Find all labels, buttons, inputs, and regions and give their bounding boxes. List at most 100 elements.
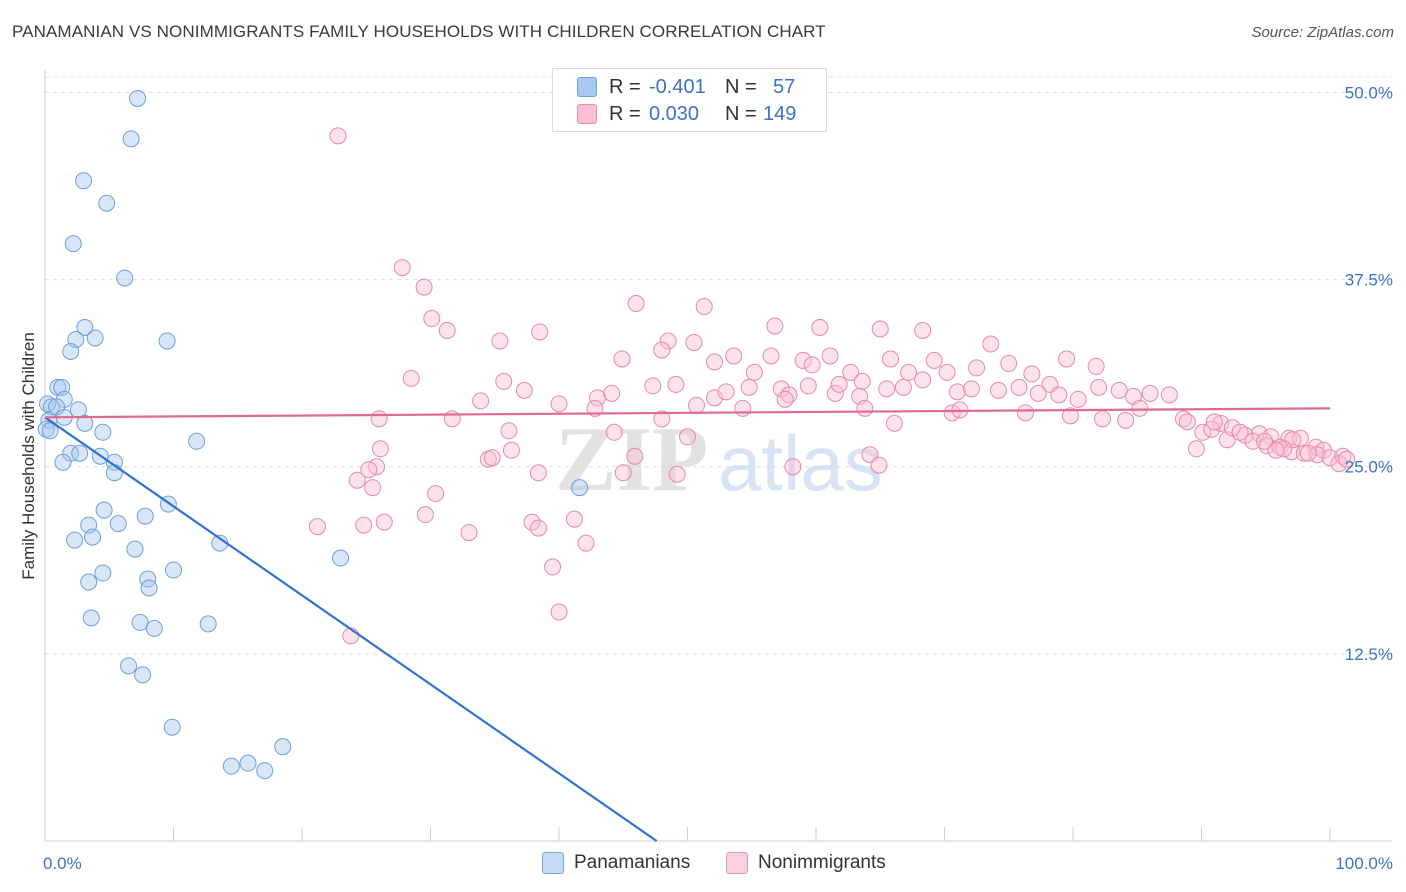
- legend-n-label: N =: [725, 75, 757, 98]
- legend-row-panamanians: R = -0.401 N = 57: [577, 75, 795, 99]
- point-nonimmigrants: [1110, 381, 1128, 399]
- point-nonimmigrants: [766, 317, 784, 335]
- point-nonimmigrants: [885, 414, 903, 432]
- point-panamanians: [199, 615, 217, 633]
- point-nonimmigrants: [659, 332, 677, 350]
- point-nonimmigrants: [717, 383, 735, 401]
- point-nonimmigrants: [653, 341, 671, 359]
- legend-label-panamanians: Panamanians: [574, 852, 691, 873]
- point-panamanians: [126, 540, 144, 558]
- point-nonimmigrants: [821, 347, 839, 365]
- point-panamanians: [95, 501, 113, 519]
- point-nonimmigrants: [653, 410, 671, 428]
- point-panamanians: [71, 444, 89, 462]
- point-nonimmigrants: [1016, 404, 1034, 422]
- point-nonimmigrants: [668, 465, 686, 483]
- point-nonimmigrants: [529, 464, 547, 482]
- point-nonimmigrants: [794, 351, 812, 369]
- point-panamanians: [274, 738, 292, 756]
- point-nonimmigrants: [762, 347, 780, 365]
- point-nonimmigrants: [1231, 423, 1249, 441]
- point-nonimmigrants: [627, 295, 645, 313]
- point-panamanians: [131, 613, 149, 631]
- point-panamanians: [84, 528, 102, 546]
- correlation-legend: R = -0.401 N = 57 R = 0.030 N = 149: [552, 68, 827, 132]
- point-nonimmigrants: [370, 410, 388, 428]
- point-nonimmigrants: [679, 428, 696, 446]
- x-tick-label: 0.0%: [43, 854, 82, 873]
- tick-labels: 12.5% 25.0% 37.5% 50.0% 0.0% 100.0%: [43, 83, 1393, 873]
- point-nonimmigrants: [948, 383, 966, 401]
- point-nonimmigrants: [878, 380, 896, 398]
- point-nonimmigrants: [1117, 411, 1135, 429]
- point-nonimmigrants: [402, 369, 420, 387]
- legend-row-nonimmigrants: R = 0.030 N = 149: [577, 102, 796, 126]
- point-panamanians: [134, 666, 152, 684]
- point-nonimmigrants: [1050, 386, 1068, 404]
- point-nonimmigrants: [550, 395, 568, 413]
- trend-line-panamanians: [44, 416, 658, 842]
- point-nonimmigrants: [491, 332, 509, 350]
- point-nonimmigrants: [1178, 413, 1196, 431]
- point-nonimmigrants: [495, 372, 513, 390]
- point-nonimmigrants: [393, 259, 411, 277]
- point-nonimmigrants: [523, 513, 541, 531]
- point-nonimmigrants: [1308, 446, 1326, 464]
- point-nonimmigrants: [375, 513, 393, 531]
- point-nonimmigrants: [427, 485, 445, 503]
- x-tick-label: 100.0%: [1335, 854, 1393, 873]
- point-panamanians: [41, 422, 59, 440]
- legend-n-label: N =: [725, 102, 757, 125]
- point-nonimmigrants: [443, 410, 461, 428]
- chart-title: PANAMANIAN VS NONIMMIGRANTS FAMILY HOUSE…: [12, 22, 826, 41]
- data-points: [37, 89, 1356, 780]
- point-nonimmigrants: [826, 384, 844, 402]
- point-nonimmigrants: [472, 392, 490, 410]
- point-panamanians: [165, 561, 182, 579]
- point-panamanians: [86, 329, 104, 347]
- point-nonimmigrants: [577, 534, 595, 552]
- point-panamanians: [239, 754, 257, 772]
- point-nonimmigrants: [1029, 384, 1047, 402]
- point-panamanians: [332, 549, 350, 567]
- point-nonimmigrants: [725, 347, 743, 365]
- trend-lines: [44, 407, 1331, 842]
- legend-r-label: R =: [609, 102, 641, 125]
- point-nonimmigrants: [1087, 357, 1105, 375]
- point-nonimmigrants: [1000, 354, 1018, 372]
- legend-item-nonimmigrants[interactable]: Nonimmigrants: [726, 852, 886, 874]
- point-panamanians: [109, 515, 127, 533]
- point-nonimmigrants: [460, 524, 478, 542]
- point-nonimmigrants: [776, 390, 794, 408]
- point-nonimmigrants: [842, 363, 860, 381]
- point-panamanians: [42, 398, 60, 416]
- point-nonimmigrants: [853, 372, 871, 390]
- source-label: Source: ZipAtlas.com: [1251, 24, 1394, 41]
- point-nonimmigrants: [614, 464, 632, 482]
- point-panamanians: [75, 172, 93, 190]
- legend-swatch-panamanians: [577, 77, 597, 97]
- point-nonimmigrants: [1299, 444, 1317, 462]
- legend-item-panamanians[interactable]: Panamanians: [542, 852, 690, 874]
- point-nonimmigrants: [734, 399, 752, 417]
- point-nonimmigrants: [667, 375, 685, 393]
- legend-swatch-nonimmigrants: [577, 104, 597, 124]
- point-nonimmigrants: [423, 310, 441, 328]
- point-nonimmigrants: [962, 380, 980, 398]
- y-tick-label: 37.5%: [1345, 271, 1393, 290]
- point-nonimmigrants: [1338, 450, 1356, 468]
- point-nonimmigrants: [438, 321, 456, 339]
- point-nonimmigrants: [1194, 423, 1212, 441]
- point-nonimmigrants: [1090, 378, 1108, 396]
- point-nonimmigrants: [803, 356, 821, 374]
- point-panamanians: [82, 609, 100, 627]
- point-nonimmigrants: [1094, 410, 1112, 428]
- point-nonimmigrants: [364, 479, 382, 497]
- point-panamanians: [120, 657, 138, 675]
- point-panamanians: [129, 89, 147, 107]
- watermark-zip: ZIP: [555, 408, 708, 510]
- y-tick-label: 25.0%: [1345, 458, 1393, 477]
- point-panamanians: [62, 342, 80, 360]
- point-nonimmigrants: [348, 471, 366, 489]
- point-nonimmigrants: [1131, 399, 1149, 417]
